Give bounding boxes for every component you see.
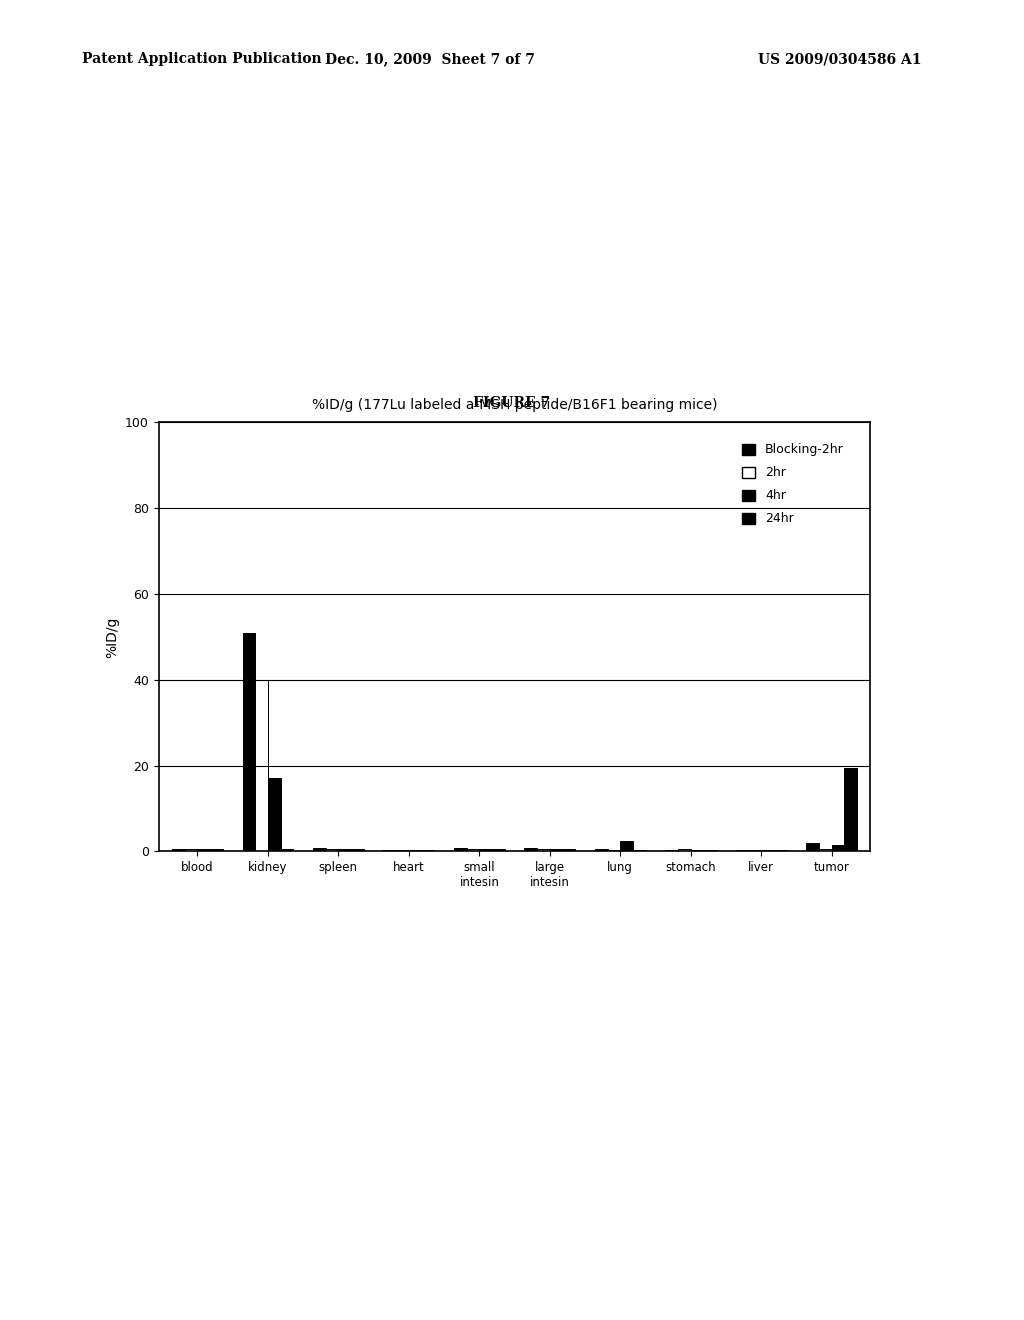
- Bar: [338, 849, 351, 851]
- Bar: [492, 849, 505, 851]
- Text: FIGURE 7: FIGURE 7: [473, 396, 551, 409]
- Bar: [268, 779, 281, 851]
- Bar: [538, 849, 550, 851]
- Bar: [595, 849, 607, 851]
- Bar: [210, 849, 223, 851]
- Bar: [281, 849, 293, 851]
- Bar: [467, 849, 479, 851]
- Bar: [562, 849, 575, 851]
- Bar: [454, 847, 467, 851]
- Bar: [678, 849, 691, 851]
- Bar: [172, 849, 184, 851]
- Bar: [198, 849, 210, 851]
- Bar: [845, 768, 857, 851]
- Bar: [243, 632, 255, 851]
- Bar: [550, 849, 562, 851]
- Bar: [831, 845, 845, 851]
- Text: Dec. 10, 2009  Sheet 7 of 7: Dec. 10, 2009 Sheet 7 of 7: [326, 53, 535, 66]
- Text: US 2009/0304586 A1: US 2009/0304586 A1: [758, 53, 922, 66]
- Bar: [184, 849, 198, 851]
- Bar: [255, 680, 268, 851]
- Bar: [806, 843, 819, 851]
- Bar: [479, 849, 492, 851]
- Bar: [326, 849, 338, 851]
- Bar: [524, 847, 538, 851]
- Title: %ID/g (177Lu labeled a-MSH peptide/B16F1 bearing mice): %ID/g (177Lu labeled a-MSH peptide/B16F1…: [312, 397, 717, 412]
- Y-axis label: %ID/g: %ID/g: [105, 616, 120, 657]
- Bar: [313, 847, 326, 851]
- Bar: [351, 849, 364, 851]
- Bar: [621, 841, 633, 851]
- Text: Patent Application Publication: Patent Application Publication: [82, 53, 322, 66]
- Legend: Blocking-2hr, 2hr, 4hr, 24hr: Blocking-2hr, 2hr, 4hr, 24hr: [736, 437, 850, 532]
- Bar: [819, 849, 831, 851]
